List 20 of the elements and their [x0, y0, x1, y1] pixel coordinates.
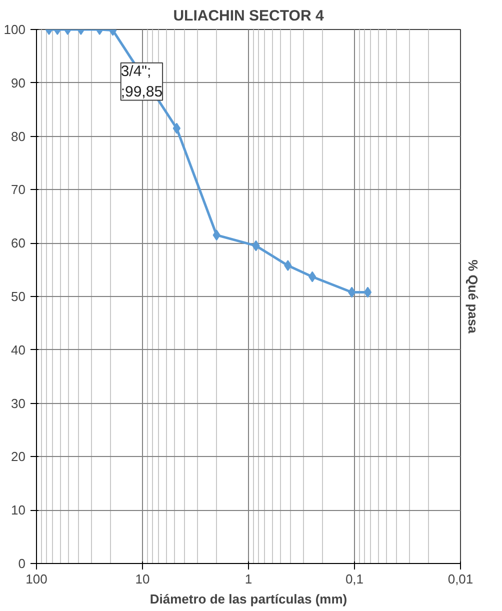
- y-tick-label: 20: [11, 449, 26, 464]
- annotation: 3/4"; ;99,85: [120, 62, 163, 100]
- x-tick-label: 100: [26, 572, 48, 586]
- y-tick-label: 90: [11, 75, 26, 90]
- x-tick-label: 10: [135, 572, 150, 586]
- y-tick-label: 50: [11, 289, 26, 304]
- y-tick-label: 80: [11, 128, 26, 144]
- x-tick-label: 1: [244, 572, 252, 586]
- y-tick-label: 10: [11, 502, 26, 518]
- x-tick-label: 0,1: [345, 572, 364, 586]
- y-tick-label: 30: [11, 396, 26, 411]
- x-axis-title: Diámetro de las partículas (mm): [150, 592, 348, 606]
- chart-title: ULIACHIN SECTOR 4: [173, 8, 324, 24]
- x-tick-label: 0,01: [448, 572, 474, 586]
- y-tick-label: 0: [18, 556, 26, 571]
- y-tick-label: 100: [4, 22, 26, 37]
- y-tick-label: 60: [11, 236, 26, 251]
- y-tick-label: 70: [11, 182, 26, 198]
- y-tick-label: 40: [11, 342, 26, 358]
- y-axis-title: % Qué pasa: [466, 260, 480, 334]
